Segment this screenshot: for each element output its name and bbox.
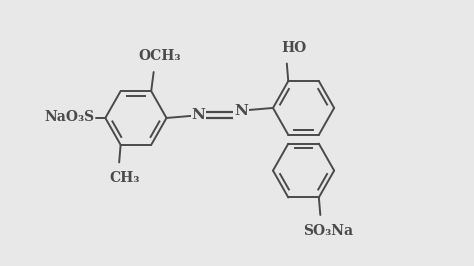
Text: SO₃Na: SO₃Na: [303, 224, 353, 238]
Text: CH₃: CH₃: [109, 171, 140, 185]
Text: N: N: [191, 108, 205, 122]
Text: NaO₃S: NaO₃S: [45, 110, 94, 124]
Text: OCH₃: OCH₃: [139, 49, 182, 63]
Text: N: N: [234, 104, 248, 118]
Text: HO: HO: [282, 40, 307, 55]
